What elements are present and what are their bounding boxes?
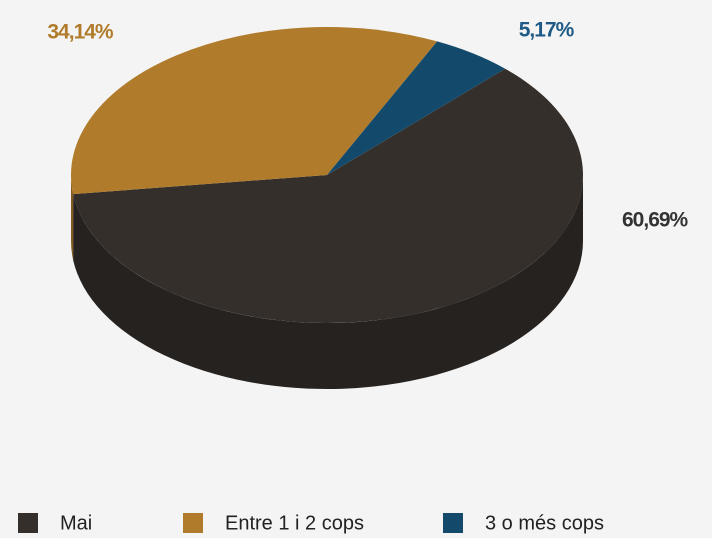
- data-label: 5,17%: [519, 19, 575, 42]
- pie-slice: [327, 41, 506, 175]
- data-label: 34,14%: [47, 21, 114, 44]
- pie-slice: [73, 68, 583, 324]
- legend-label: Entre 1 i 2 cops: [225, 512, 364, 534]
- pie-side: [71, 175, 74, 261]
- data-label: 60,69%: [622, 209, 689, 232]
- legend-label: Mai: [60, 512, 92, 534]
- legend-label: 3 o més cops: [485, 512, 604, 534]
- legend-swatch: [183, 513, 203, 533]
- legend-swatch: [443, 513, 463, 533]
- pie-slice: [71, 27, 438, 195]
- pie-side: [73, 175, 583, 389]
- legend-swatch: [18, 513, 38, 533]
